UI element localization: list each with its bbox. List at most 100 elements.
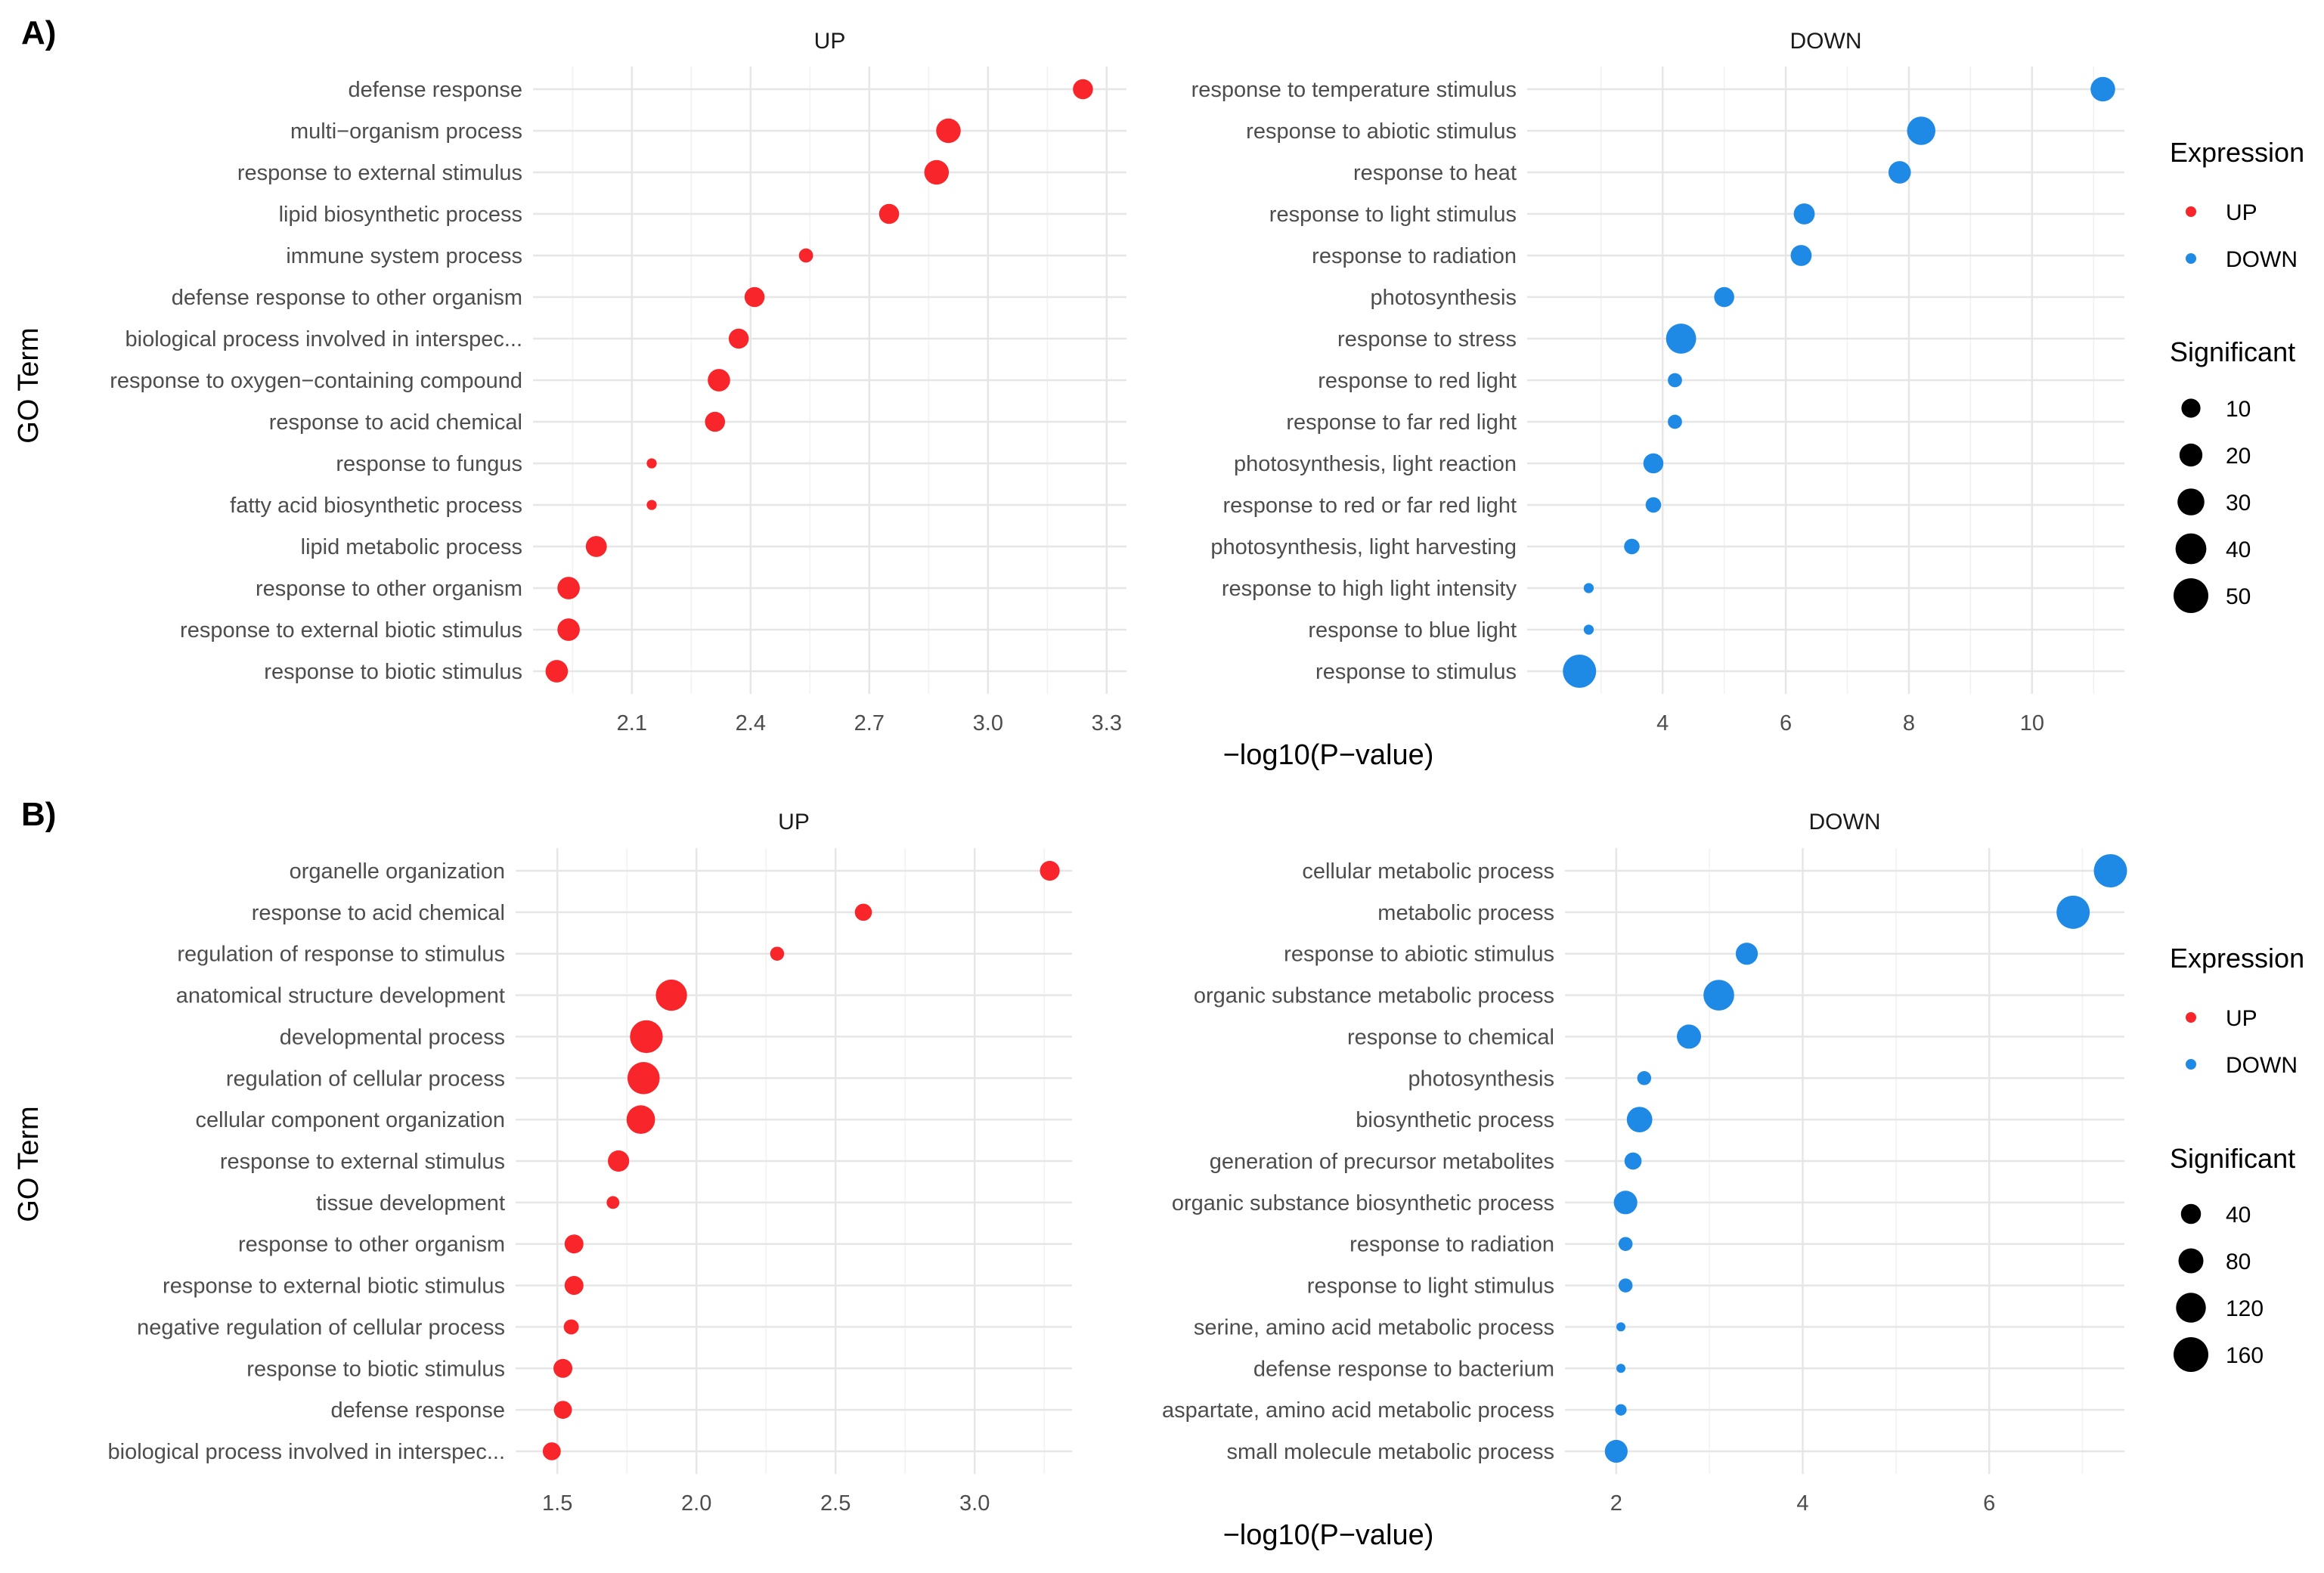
go-term-label: fatty acid biosynthetic process	[230, 494, 522, 518]
data-point	[1888, 161, 1911, 184]
go-term-label: response to external stimulus	[237, 161, 522, 185]
go-term-label: small molecule metabolic process	[1226, 1440, 1554, 1464]
data-point	[646, 500, 657, 510]
data-point	[646, 458, 657, 469]
facet-title: DOWN	[1809, 810, 1881, 834]
data-point	[557, 618, 580, 641]
data-point	[728, 328, 749, 349]
legend-size-label: 20	[2226, 444, 2251, 469]
data-point	[1624, 538, 1640, 555]
go-term-label: lipid biosynthetic process	[279, 203, 522, 227]
size-legend-title: Significant	[2170, 1143, 2295, 1174]
x-tick-label: 2.1	[617, 711, 647, 735]
x-tick-label: 10	[2020, 711, 2044, 735]
legend-size-key	[2177, 488, 2205, 516]
legend-color-key	[2186, 253, 2196, 264]
data-point	[744, 286, 765, 308]
go-term-label: response to high light intensity	[1222, 577, 1517, 601]
data-point	[1626, 1107, 1653, 1133]
data-point	[542, 1442, 561, 1460]
x-tick-label: 2.5	[820, 1491, 851, 1516]
legend-size-key	[2176, 1293, 2206, 1323]
go-term-label: organic substance metabolic process	[1194, 984, 1554, 1008]
x-tick-label: 3.0	[959, 1491, 990, 1516]
go-term-label: photosynthesis	[1408, 1067, 1554, 1091]
go-term-label: response to stress	[1337, 327, 1517, 351]
x-tick-label: 2.4	[736, 711, 766, 735]
go-term-label: defense response	[330, 1398, 505, 1423]
go-term-label: response to acid chemical	[269, 410, 522, 435]
go-term-label: response to oxygen−containing compound	[110, 369, 522, 393]
data-point	[606, 1196, 620, 1209]
go-term-label: response to temperature stimulus	[1191, 78, 1517, 102]
go-term-label: response to far red light	[1286, 410, 1517, 435]
data-point	[1793, 203, 1815, 224]
go-term-label: response to abiotic stimulus	[1246, 119, 1517, 144]
data-point	[1668, 414, 1682, 429]
data-point	[1668, 373, 1682, 388]
legend-expression-label: UP	[2226, 200, 2257, 225]
legend-size-key	[2178, 1248, 2204, 1274]
go-term-label: cellular component organization	[196, 1108, 505, 1132]
data-point	[627, 1061, 660, 1095]
x-tick-label: 4	[1796, 1491, 1808, 1516]
panel-a: A) 2.1 2.4 2.7 3.0 3.3 defense response multi−o…	[13, 14, 2304, 771]
go-term-label: response to acid chemical	[252, 901, 505, 925]
go-term-label: organelle organization	[290, 859, 505, 884]
data-point	[854, 903, 872, 921]
data-point	[1616, 1364, 1625, 1373]
data-point	[798, 248, 813, 263]
x-axis-title: −log10(P−value)	[1223, 1519, 1434, 1551]
data-point	[557, 577, 580, 599]
data-point	[553, 1358, 573, 1378]
data-point	[1615, 1404, 1627, 1416]
x-tick-label: 6	[1983, 1491, 1995, 1516]
go-term-label: response to external biotic stimulus	[163, 1274, 505, 1299]
go-term-label: response to chemical	[1347, 1025, 1554, 1049]
go-term-label: response to biotic stimulus	[264, 660, 522, 684]
panel-label: B)	[21, 796, 56, 833]
data-point	[564, 1234, 584, 1254]
go-term-label: response to fungus	[336, 452, 522, 476]
go-term-label: response to radiation	[1349, 1233, 1554, 1257]
go-term-label: anatomical structure development	[176, 984, 505, 1008]
go-term-label: metabolic process	[1377, 901, 1554, 925]
legend-size-key	[2174, 578, 2208, 613]
go-term-label: response to red or far red light	[1223, 494, 1517, 518]
legend-size-label: 40	[2226, 1203, 2251, 1228]
x-tick-label: 2.0	[681, 1491, 711, 1516]
facet-title: UP	[778, 810, 810, 834]
go-term-label: response to stimulus	[1315, 660, 1517, 684]
y-axis-title: GO Term	[13, 327, 45, 443]
expression-legend-title: Expression	[2170, 943, 2304, 974]
data-point	[1637, 1071, 1652, 1085]
data-point	[2056, 895, 2090, 929]
go-term-label: photosynthesis, light reaction	[1234, 452, 1517, 476]
data-point	[708, 369, 730, 392]
legend-size-key	[2174, 1337, 2208, 1372]
legend-size-label: 120	[2226, 1296, 2264, 1321]
go-term-label: photosynthesis	[1371, 286, 1517, 310]
go-term-label: lipid metabolic process	[301, 535, 522, 559]
legend-size-key	[2179, 443, 2203, 467]
x-tick-label: 3.0	[973, 711, 1003, 735]
facet-up: 2.1 2.4 2.7 3.0 3.3 defense response multi−org…	[110, 29, 1126, 735]
go-term-label: response to light stimulus	[1269, 203, 1517, 227]
go-term-label: response to external stimulus	[220, 1150, 505, 1174]
expression-legend-title: Expression	[2170, 137, 2304, 168]
go-term-label: response to other organism	[238, 1233, 505, 1257]
go-term-label: photosynthesis, light harvesting	[1210, 535, 1517, 559]
facet-up: 1.5 2.0 2.5 3.0 organelle organization respon…	[108, 810, 1072, 1516]
legend: Expression UP DOWN Significant 40 80 120 160	[2170, 943, 2304, 1372]
data-point	[1714, 286, 1734, 308]
facet-down: 4 6 8 10 response to temperature stimulus res…	[1191, 29, 2124, 735]
go-term-label: developmental process	[280, 1025, 505, 1049]
legend-expression-label: DOWN	[2226, 247, 2298, 272]
panel-b: B) 1.5 2.0 2.5 3.0 organelle organization resp…	[13, 796, 2304, 1551]
data-point	[1613, 1191, 1638, 1215]
go-term-label: cellular metabolic process	[1302, 859, 1554, 884]
data-point	[1645, 497, 1662, 513]
go-term-label: response to biotic stimulus	[246, 1357, 505, 1381]
panel-label: A)	[21, 14, 56, 51]
